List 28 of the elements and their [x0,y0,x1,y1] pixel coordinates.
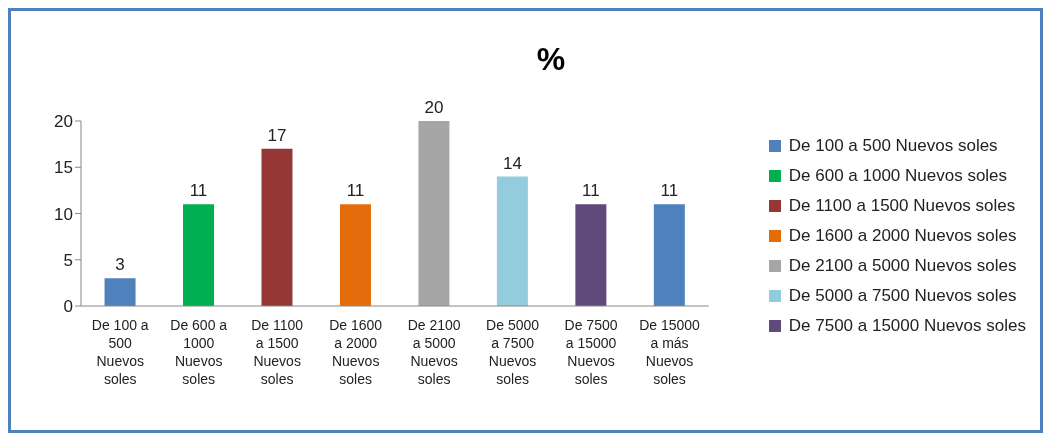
x-tick-label: De 7500 a 15000 Nuevos soles [564,317,618,387]
data-label: 14 [502,153,522,173]
legend-label: De 600 a 1000 Nuevos soles [788,165,1008,187]
x-tick-label: De 1100 a 1500 Nuevos soles [251,317,304,387]
y-tick-label: 20 [54,112,73,132]
x-tick-label: De 1600 a 2000 Nuevos soles [329,317,383,387]
y-tick-label: 5 [63,250,73,270]
data-label: 11 [582,181,600,201]
x-tick-label: De 600 a 1000 Nuevos soles [170,317,228,387]
x-tick-label: De 2100 a 5000 Nuevos soles [407,317,461,387]
data-label: 17 [267,125,287,145]
data-label: 3 [115,255,125,275]
data-label: 11 [189,181,208,201]
y-tick-label: 10 [54,204,73,224]
x-tick-label: De 100 a 500 Nuevos soles [91,317,149,387]
y-tick-label: 0 [63,297,73,317]
legend-label: De 5000 a 7500 Nuevos soles [788,285,1017,307]
data-label: 20 [424,98,444,117]
chart-title: % [535,41,567,78]
legend-label: De 2100 a 5000 Nuevos soles [788,255,1017,277]
legend-label: De 100 a 500 Nuevos soles [788,135,998,157]
x-tick-label: De 5000 a 7500 Nuevos soles [486,317,540,387]
legend-label: De 1600 a 2000 Nuevos soles [788,225,1017,247]
x-tick-label: De 15000 a más Nuevos soles [639,317,701,387]
legend-label: De 1100 a 1500 Nuevos soles [788,195,1016,217]
data-label: 11 [346,181,365,201]
data-label: 11 [660,181,679,201]
y-tick-label: 15 [54,158,73,178]
